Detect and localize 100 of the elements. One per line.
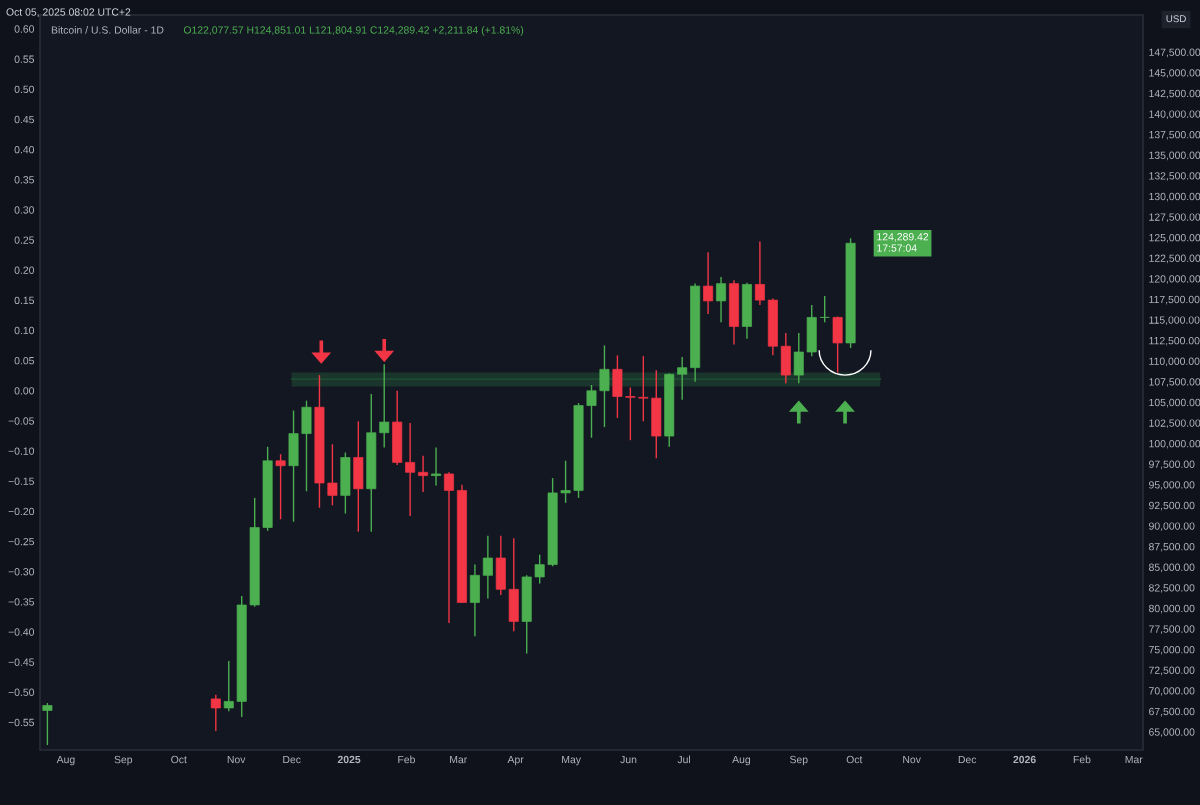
candlestick bbox=[599, 344, 610, 428]
y-tick-label: 125,000.00 bbox=[1149, 233, 1200, 243]
y2-tick-label: 0.35 bbox=[14, 176, 35, 184]
x-tick-label: Sep bbox=[114, 755, 133, 766]
y-tick-label: 107,500.00 bbox=[1149, 378, 1200, 387]
x-tick-label: Dec bbox=[958, 755, 977, 764]
x-tick-label: Aug bbox=[56, 755, 75, 766]
y2-tick-label: 0.00 bbox=[14, 387, 35, 395]
y2-tick-label: −0.15 bbox=[8, 477, 35, 485]
y2-tick-label: −0.40 bbox=[8, 628, 35, 636]
annotation: 17:57:04 bbox=[877, 244, 917, 252]
x-tick-label: May bbox=[562, 755, 581, 766]
y-tick-label: 75,000.00 bbox=[1149, 645, 1195, 655]
candlestick bbox=[586, 384, 597, 439]
y2-tick-label: 0.45 bbox=[14, 115, 35, 124]
y2-tick-label: −0.35 bbox=[8, 598, 35, 606]
y-tick-label: 97,500.00 bbox=[1149, 460, 1195, 470]
y2-tick-label: 0.20 bbox=[14, 266, 35, 274]
candlestick bbox=[703, 251, 714, 315]
y-tick-label: 135,000.00 bbox=[1149, 151, 1200, 161]
y-tick-label: 70,000.00 bbox=[1149, 687, 1195, 696]
y-tick-label: 72,500.00 bbox=[1149, 666, 1195, 676]
x-tick-label: 2026 bbox=[1013, 755, 1036, 764]
candlestick bbox=[716, 276, 727, 324]
x-tick-label: Feb bbox=[398, 755, 415, 764]
y2-tick-label: 0.10 bbox=[14, 326, 35, 335]
x-tick-label: Oct bbox=[171, 755, 187, 764]
y2-tick-label: 0.55 bbox=[14, 55, 35, 63]
y-tick-label: 105,000.00 bbox=[1149, 398, 1200, 408]
candlestick bbox=[482, 535, 493, 600]
candlestick bbox=[534, 554, 545, 585]
y-tick-label: 130,000.00 bbox=[1149, 192, 1200, 202]
x-tick-label: Aug bbox=[732, 755, 750, 766]
candlestick bbox=[42, 702, 53, 746]
y2-tick-label: −0.10 bbox=[8, 447, 35, 455]
x-tick-label: Apr bbox=[507, 755, 524, 766]
y2-tick-label: 0.50 bbox=[14, 85, 35, 94]
candlestick bbox=[677, 356, 688, 401]
x-tick-label: Jul bbox=[677, 755, 690, 764]
x-tick-label: 2025 bbox=[337, 755, 361, 764]
y-tick-label: 117,500.00 bbox=[1149, 295, 1200, 305]
x-tick-label: Sep bbox=[789, 755, 808, 766]
annotation: Oct 05, 2025 08:02 UTC+2 bbox=[6, 8, 131, 17]
y-tick-label: 87,500.00 bbox=[1149, 542, 1195, 552]
y-tick-label: 102,500.00 bbox=[1149, 419, 1200, 428]
y2-tick-label: 0.05 bbox=[14, 356, 35, 365]
candlestick bbox=[210, 694, 221, 732]
candlestick bbox=[379, 363, 390, 449]
x-tick-label: Mar bbox=[450, 755, 468, 764]
candlestick bbox=[431, 446, 442, 487]
candlestick bbox=[327, 443, 338, 506]
y-tick-label: 95,000.00 bbox=[1149, 481, 1195, 490]
y-tick-label: 137,500.00 bbox=[1149, 130, 1200, 140]
candlestick bbox=[223, 660, 234, 712]
y2-tick-label: −0.30 bbox=[8, 568, 35, 576]
y-tick-label: 110,000.00 bbox=[1149, 357, 1200, 367]
text: Bitcoin / U.S. Dollar - 1D bbox=[51, 26, 164, 34]
candlestick bbox=[444, 471, 454, 624]
candlestick bbox=[625, 386, 636, 441]
x-tick-label: Nov bbox=[227, 755, 246, 764]
y-tick-label: 90,000.00 bbox=[1149, 522, 1195, 531]
y2-tick-label: 0.30 bbox=[14, 206, 35, 214]
candlestick bbox=[560, 460, 571, 504]
y-tick-label: 112,500.00 bbox=[1149, 336, 1200, 346]
x-tick-label: Feb bbox=[1073, 755, 1091, 764]
y2-tick-label: −0.20 bbox=[8, 507, 35, 516]
x-tick-label: Dec bbox=[283, 755, 301, 764]
y2-tick-label: −0.25 bbox=[8, 537, 35, 546]
candlestick bbox=[793, 332, 804, 385]
y-tick-label: 65,000.00 bbox=[1149, 728, 1195, 737]
y-tick-label: 92,500.00 bbox=[1149, 501, 1195, 511]
candlestick bbox=[275, 453, 286, 520]
y-tick-label: 120,000.00 bbox=[1149, 275, 1200, 284]
y2-tick-label: −0.05 bbox=[8, 417, 35, 425]
annotation: O122,077.57 H124,851.01 L121,804.91 C124,289.42 +2,211.84 (+1.81%) bbox=[183, 26, 524, 36]
y-tick-label: 115,000.00 bbox=[1149, 316, 1200, 325]
y-tick-label: 85,000.00 bbox=[1149, 563, 1195, 573]
candlestick bbox=[638, 355, 649, 422]
y-tick-label: 77,500.00 bbox=[1149, 625, 1195, 634]
y-tick-label: 142,500.00 bbox=[1149, 89, 1200, 99]
candlestick bbox=[819, 295, 830, 324]
y-tick-label: 145,000.00 bbox=[1149, 69, 1200, 78]
y-tick-label: 147,500.00 bbox=[1149, 48, 1200, 58]
y2-tick-label: 0.25 bbox=[14, 236, 35, 244]
y2-tick-label: 0.15 bbox=[14, 296, 35, 305]
x-tick-label: Mar bbox=[1125, 755, 1143, 764]
y2-tick-label: −0.50 bbox=[8, 688, 35, 696]
y2-tick-label: 0.40 bbox=[14, 145, 35, 154]
y2-tick-label: 0.60 bbox=[14, 25, 35, 33]
candlestick bbox=[754, 240, 765, 306]
y-tick-label: 122,500.00 bbox=[1149, 254, 1200, 264]
x-tick-label: Nov bbox=[903, 755, 921, 764]
y-tick-label: 82,500.00 bbox=[1149, 584, 1195, 593]
y-tick-label: 80,000.00 bbox=[1149, 604, 1195, 614]
y-axis-title: USD bbox=[1166, 15, 1186, 23]
x-tick-label: Jun bbox=[620, 755, 637, 764]
y-tick-label: 127,500.00 bbox=[1149, 213, 1200, 222]
candlestick bbox=[418, 455, 429, 493]
candlestick bbox=[405, 422, 416, 517]
y2-tick-label: −0.55 bbox=[8, 718, 35, 727]
